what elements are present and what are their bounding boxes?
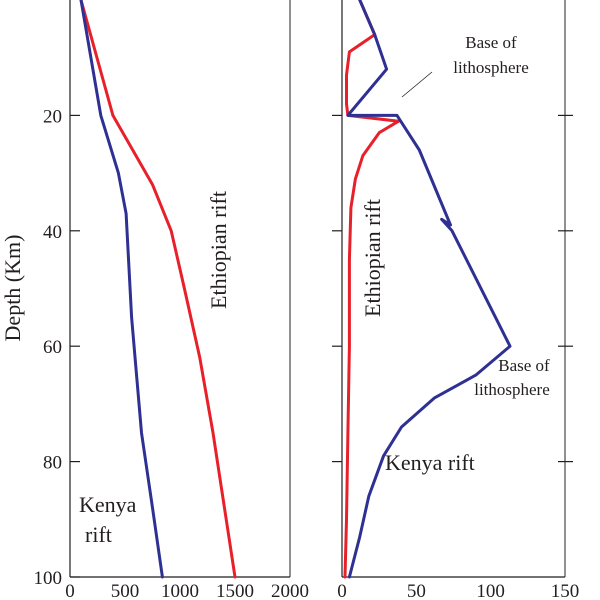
- left-panel: 0 500 1000 1500 2000 20 40 60 80 100 Depth (Km) E…: [0, 0, 309, 600]
- annotation-top-line2: lithosphere: [453, 58, 529, 77]
- right-ethiopian-rift-label: Ethiopian rift: [360, 199, 385, 317]
- left-kenya-rift-label-line2: rift: [85, 522, 112, 547]
- right-x-tick-label: 100: [476, 581, 505, 600]
- right-panel-ticks: 0 50 100 150: [332, 114, 580, 600]
- left-y-tick-label: 20: [43, 106, 62, 127]
- left-x-tick-label: 0: [65, 581, 75, 600]
- left-x-tick-label: 500: [111, 581, 140, 600]
- left-y-tick-label: 100: [34, 568, 63, 589]
- right-kenya-rift-label: Kenya rift: [385, 450, 475, 475]
- right-kenya-rift-line: [346, 0, 512, 579]
- annotation-mid-line2: lithosphere: [474, 380, 550, 399]
- left-y-tick-label: 40: [43, 222, 62, 243]
- left-x-tick-label: 2000: [271, 581, 309, 600]
- left-ethiopian-rift-label: Ethiopian rift: [206, 191, 231, 309]
- right-x-tick-label: 150: [551, 581, 580, 600]
- right-x-tick-label: 0: [337, 581, 347, 600]
- right-ethiopian-rift-line: [343, 0, 400, 579]
- left-kenya-rift-label-line1: Kenya: [79, 492, 137, 517]
- left-panel-ticks: 0 500 1000 1500 2000 20 40 60 80 100: [34, 106, 310, 600]
- left-panel-series: [79, 0, 237, 579]
- annotation-top-line1: Base of: [465, 33, 517, 52]
- y-axis-title: Depth (Km): [0, 235, 25, 342]
- left-y-tick-label: 60: [43, 337, 62, 358]
- annotation-top-leader: [401, 71, 433, 98]
- left-x-tick-label: 1500: [216, 581, 254, 600]
- right-x-tick-label: 50: [407, 581, 426, 600]
- left-y-tick-label: 80: [43, 453, 62, 474]
- annotation-mid-line1: Base of: [498, 356, 550, 375]
- left-ethiopian-rift-line: [79, 0, 237, 579]
- right-panel: 0 50 100 150 Ethiopian rift Kenya rift Base…: [332, 0, 579, 600]
- left-x-tick-label: 1000: [161, 581, 199, 600]
- right-panel-series: [343, 0, 512, 579]
- left-kenya-rift-line: [79, 0, 164, 579]
